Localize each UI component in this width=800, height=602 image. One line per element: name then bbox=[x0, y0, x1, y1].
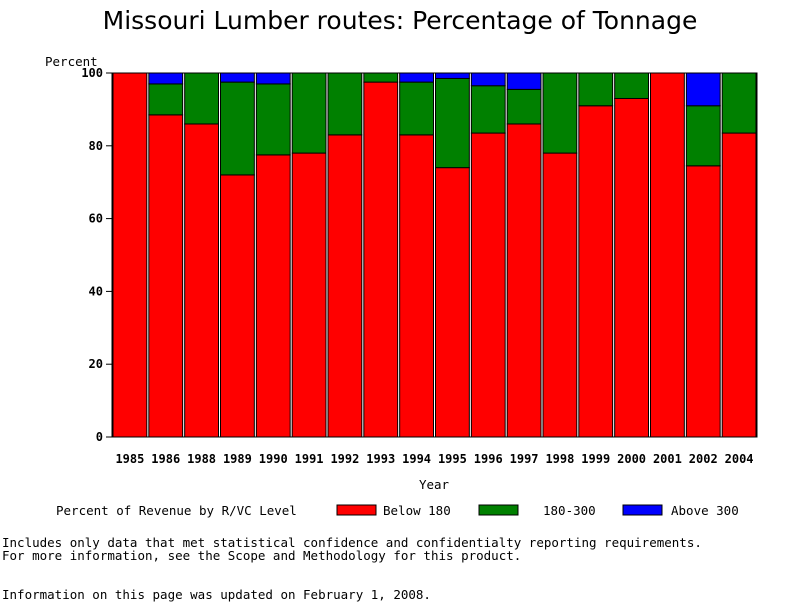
bar-segment-1994-2 bbox=[399, 72, 434, 83]
plot-frame bbox=[111, 72, 758, 438]
bar-segment-1989-1 bbox=[220, 81, 255, 176]
bar-segment-1995-1 bbox=[435, 77, 470, 169]
bar-segment-1994-1 bbox=[399, 81, 434, 136]
bar-segment-2002-1 bbox=[685, 105, 721, 167]
bar-segment-1997-2 bbox=[506, 72, 542, 90]
bar-segment-1985-0 bbox=[112, 72, 148, 438]
bar-segment-1990-2 bbox=[255, 72, 291, 85]
bar-segment-1994-0 bbox=[399, 134, 434, 438]
bar-segment-1996-1 bbox=[470, 85, 506, 134]
bar-segment-1991-1 bbox=[291, 72, 327, 154]
bar-segment-1998-0 bbox=[542, 152, 578, 438]
x-tick-label: 1992 bbox=[330, 452, 359, 466]
x-tick-label: 1989 bbox=[223, 452, 252, 466]
bar-segment-1989-2 bbox=[220, 72, 255, 83]
bar-segment-2001-0 bbox=[650, 72, 685, 438]
bar-segment-2002-2 bbox=[685, 72, 721, 107]
bar-segment-1992-1 bbox=[327, 72, 363, 136]
bar-segment-1998-1 bbox=[542, 72, 578, 154]
legend-label-1: 180-300 bbox=[543, 503, 596, 518]
bar-segment-2002-0 bbox=[685, 165, 721, 438]
bar-segment-1989-0 bbox=[220, 174, 255, 438]
bar-segment-1997-1 bbox=[506, 88, 542, 125]
y-tick-label: 0 bbox=[96, 430, 103, 444]
y-tick-label: 40 bbox=[89, 284, 103, 298]
bar-segment-1986-0 bbox=[148, 114, 184, 438]
x-tick-label: 1996 bbox=[474, 452, 503, 466]
bar-segment-1996-2 bbox=[470, 72, 506, 87]
bar-segment-1999-1 bbox=[578, 72, 614, 107]
x-tick-label: 2000 bbox=[617, 452, 646, 466]
x-tick-label: 1997 bbox=[510, 452, 539, 466]
bar-segment-1996-0 bbox=[470, 132, 506, 438]
bar-segment-1995-2 bbox=[435, 72, 470, 79]
bar-segment-1999-0 bbox=[578, 105, 614, 438]
y-tick-label: 80 bbox=[89, 139, 103, 153]
bar-segment-2000-1 bbox=[614, 72, 650, 99]
bar-segment-1993-1 bbox=[363, 72, 399, 83]
legend-label-0: Below 180 bbox=[383, 503, 451, 518]
x-tick-label: 1985 bbox=[115, 452, 144, 466]
bars-layer: 1985 1986 1988 1989 1990 1991 1992 1993 1994 1995… bbox=[112, 72, 757, 466]
x-tick-label: 1995 bbox=[438, 452, 467, 466]
legend-swatch-1 bbox=[478, 504, 519, 516]
x-tick-label: 1991 bbox=[295, 452, 324, 466]
x-tick-label: 2004 bbox=[725, 452, 754, 466]
legend-title: Percent of Revenue by R/VC Level bbox=[56, 503, 297, 518]
x-tick-label: 2001 bbox=[653, 452, 682, 466]
legend-label-2: Above 300 bbox=[671, 503, 739, 518]
legend-swatch-0 bbox=[336, 504, 377, 516]
legend-swatch-2 bbox=[622, 504, 663, 516]
bar-segment-1997-0 bbox=[506, 123, 542, 438]
bar-segment-1988-0 bbox=[184, 123, 220, 438]
x-axis-label: Year bbox=[419, 477, 450, 492]
footnote-line-2: For more information, see the Scope and … bbox=[2, 548, 522, 563]
chart-title: Missouri Lumber routes: Percentage of To… bbox=[102, 6, 698, 35]
y-tick-label: 20 bbox=[89, 357, 103, 371]
x-tick-label: 2002 bbox=[689, 452, 718, 466]
x-tick-label: 1988 bbox=[187, 452, 216, 466]
legend: Percent of Revenue by R/VC Level Below 18… bbox=[56, 503, 739, 518]
x-tick-label: 1994 bbox=[402, 452, 431, 466]
bar-segment-2004-1 bbox=[721, 72, 757, 134]
footnote-line-1: Includes only data that met statistical … bbox=[2, 535, 702, 550]
y-tick-label: 100 bbox=[81, 66, 103, 80]
x-tick-label: 1986 bbox=[151, 452, 180, 466]
x-tick-label: 1999 bbox=[581, 452, 610, 466]
y-axis-label: Percent bbox=[45, 54, 98, 69]
bar-segment-1986-2 bbox=[148, 72, 184, 85]
updated-note: Information on this page was updated on … bbox=[2, 587, 431, 602]
bar-segment-1988-1 bbox=[184, 72, 220, 125]
bar-segment-2000-0 bbox=[614, 97, 650, 438]
bar-segment-1990-0 bbox=[255, 154, 291, 438]
x-tick-label: 1998 bbox=[545, 452, 574, 466]
bar-segment-1990-1 bbox=[255, 83, 291, 156]
x-tick-label: 1990 bbox=[259, 452, 288, 466]
x-tick-label: 1993 bbox=[366, 452, 395, 466]
y-tick-label: 60 bbox=[89, 212, 103, 226]
bar-segment-1986-1 bbox=[148, 83, 184, 116]
bar-segment-1995-0 bbox=[435, 167, 470, 438]
bar-segment-1991-0 bbox=[291, 152, 327, 438]
bar-segment-1993-0 bbox=[363, 81, 399, 438]
bar-segment-1992-0 bbox=[327, 134, 363, 438]
bar-segment-2004-0 bbox=[721, 132, 757, 438]
